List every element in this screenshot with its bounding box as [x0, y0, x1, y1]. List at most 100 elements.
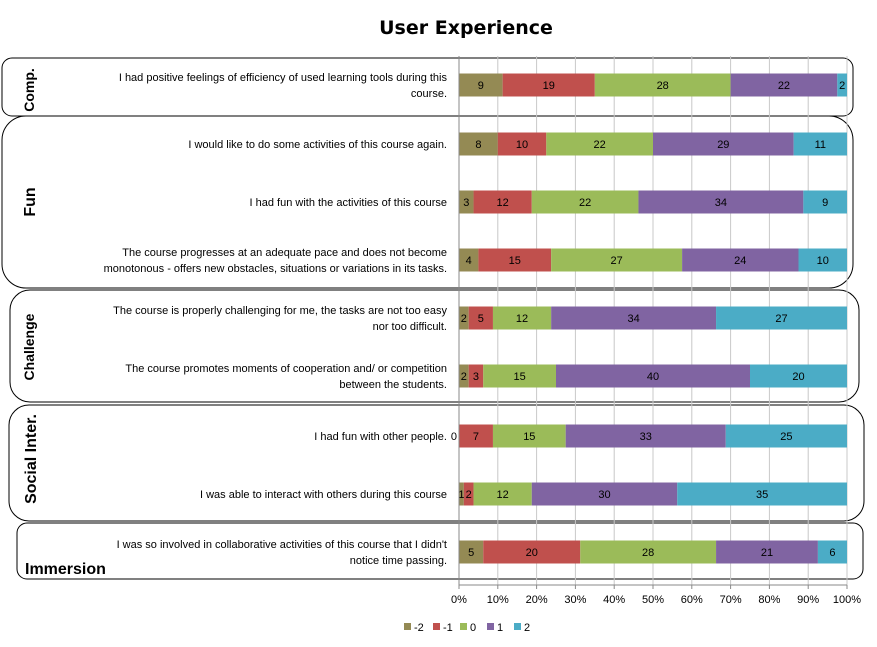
bar-segment	[483, 540, 581, 564]
question-label: between the students.	[339, 379, 447, 391]
group-box	[1, 115, 854, 289]
bar-segment	[497, 132, 547, 156]
data-label: 35	[756, 489, 768, 501]
x-tick-label: 100%	[833, 594, 861, 606]
data-label: 7	[473, 431, 479, 443]
legend-label: 0	[470, 622, 476, 634]
data-label: 2	[461, 371, 467, 383]
bar-segment	[594, 73, 731, 97]
question-label: I had fun with the activities of this co…	[250, 197, 448, 209]
bar-segment	[531, 482, 678, 506]
group-boxes	[1, 57, 865, 580]
data-label: 10	[817, 255, 829, 267]
bar-segment	[459, 364, 469, 388]
bar-segment	[725, 424, 847, 448]
bar-segment	[459, 190, 474, 214]
bar-segment	[793, 132, 847, 156]
bar-segment	[682, 248, 799, 272]
bar-segment	[716, 306, 847, 330]
group-label: Social Inter.	[23, 414, 40, 504]
x-tick-label: 90%	[797, 594, 819, 606]
bar-segment	[803, 190, 847, 214]
legend-label: 2	[524, 622, 530, 634]
bar-segment	[492, 306, 552, 330]
data-label: 20	[526, 547, 538, 559]
group-labels: Comp. Fun Challenge Social Inter. Immersion	[21, 68, 106, 578]
data-label: 28	[642, 547, 654, 559]
data-label: 15	[514, 371, 526, 383]
bar-segment	[638, 190, 804, 214]
legend: -2 -1 0 1 2	[404, 622, 530, 634]
data-label: 12	[497, 489, 509, 501]
question-label: I had fun with other people.	[314, 431, 447, 443]
data-label: 22	[594, 139, 606, 151]
bar-segment	[565, 424, 726, 448]
question-label: notice time passing.	[350, 555, 447, 567]
group-label: Immersion	[25, 561, 106, 578]
question-label: The course progresses at an adequate pac…	[122, 247, 447, 259]
bar-segment	[459, 424, 493, 448]
data-label: 3	[473, 371, 479, 383]
question-label: The course is properly challenging for m…	[113, 305, 447, 317]
data-label: 24	[734, 255, 746, 267]
bar-segment	[551, 306, 717, 330]
data-label: 12	[497, 197, 509, 209]
bar-segment	[556, 364, 750, 388]
bar-segment	[730, 73, 838, 97]
question-label: I had positive feelings of efficiency of…	[119, 72, 448, 84]
data-label: 34	[715, 197, 727, 209]
bar-segment	[837, 73, 847, 97]
x-axis: 0% 10% 20% 30% 40% 50% 60% 70% 80% 90% 100%	[451, 56, 861, 606]
chart-title: User Experience	[379, 17, 553, 39]
data-label: 5	[478, 313, 484, 325]
data-label: 40	[647, 371, 659, 383]
data-label: 10	[516, 139, 528, 151]
x-tick-label: 70%	[720, 594, 742, 606]
data-label: 1	[458, 489, 464, 501]
data-label: 33	[640, 431, 652, 443]
data-label: 21	[761, 547, 773, 559]
bar-segment	[677, 482, 847, 506]
legend-swatch	[404, 623, 411, 630]
bar-segment	[817, 540, 847, 564]
legend-swatch	[460, 623, 467, 630]
group-label: Challenge	[21, 313, 37, 380]
legend-swatch	[433, 623, 440, 630]
x-tick-label: 0%	[451, 594, 467, 606]
x-tick-label: 80%	[758, 594, 780, 606]
x-tick-label: 30%	[564, 594, 586, 606]
question-label: The course promotes moments of cooperati…	[125, 363, 447, 375]
data-label: 11	[815, 139, 826, 151]
data-label: 28	[657, 80, 669, 92]
data-label: 25	[780, 431, 792, 443]
data-label: 22	[778, 80, 790, 92]
data-label: 9	[478, 80, 484, 92]
bar-segment	[473, 190, 532, 214]
bar-segment	[546, 132, 653, 156]
question-label: nor too difficult.	[373, 321, 447, 333]
question-label: I was so involved in collaborative activ…	[117, 539, 447, 551]
bar-segment	[473, 482, 532, 506]
bar-segment	[798, 248, 847, 272]
data-label: 3	[463, 197, 469, 209]
data-label: 2	[461, 313, 467, 325]
x-tick-label: 10%	[487, 594, 509, 606]
bar-segment	[750, 364, 847, 388]
group-label: Comp.	[21, 68, 37, 112]
question-label: course.	[411, 88, 447, 100]
bar-segment	[459, 540, 484, 564]
data-label: 8	[475, 139, 481, 151]
bar-segment	[468, 364, 484, 388]
bar-segment	[580, 540, 717, 564]
data-label: 27	[611, 255, 623, 267]
group-box	[16, 522, 864, 580]
data-label: 15	[509, 255, 521, 267]
data-label: 19	[543, 80, 555, 92]
data-label: 2	[839, 80, 845, 92]
bar-segment	[531, 190, 639, 214]
group-box	[8, 404, 865, 522]
bar-segment	[459, 248, 479, 272]
data-label: 34	[627, 313, 639, 325]
legend-swatch	[514, 623, 521, 630]
